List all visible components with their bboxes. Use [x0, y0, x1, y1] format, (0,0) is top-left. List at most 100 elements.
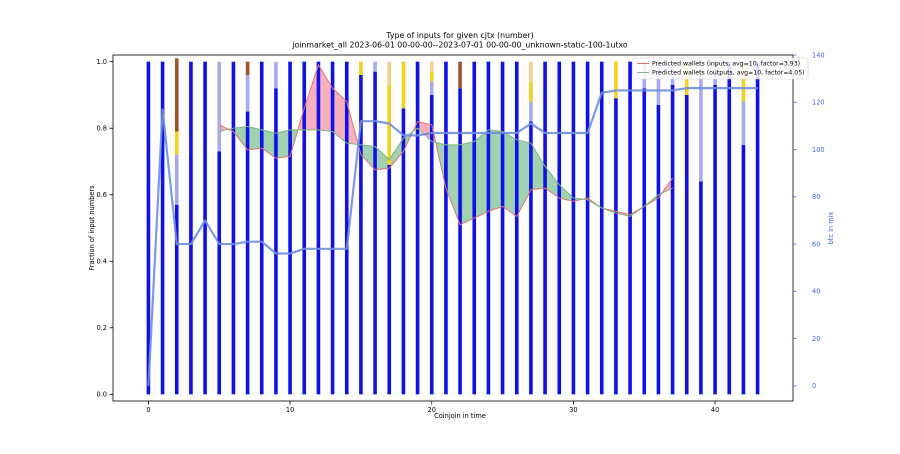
bar-segment-fresh	[599, 61, 604, 395]
prediction-fill-segment	[304, 64, 319, 130]
prediction-fill-segment	[445, 144, 461, 225]
bar-segment-gold	[429, 71, 434, 82]
bar-segment-fresh	[444, 61, 448, 395]
bar-segment-gold	[401, 61, 406, 109]
bar-segment-fresh	[699, 181, 703, 395]
x-tick-label: 40	[711, 406, 719, 414]
bar-segment-brown	[174, 58, 179, 132]
bar-segment-remix	[699, 74, 703, 182]
bar-segment-fresh	[486, 61, 491, 395]
bar-segment-fresh	[401, 108, 406, 395]
bar-segment-fresh	[288, 61, 292, 395]
x-tick-label: 20	[428, 406, 436, 414]
prediction-fill-segment	[389, 138, 404, 169]
bar-segment-gold	[359, 61, 363, 75]
axes-group: 0 10 20 30 40 0.0 0.2 0.4 0.6 0.8 1.0 0 20 40 60 80 100 1…	[97, 51, 825, 414]
bar-group	[146, 58, 760, 395]
bar-segment-peach	[429, 61, 434, 72]
x-tick-label: 10	[286, 406, 294, 414]
bar-segment-fresh	[458, 88, 462, 395]
btc-in-mix-line	[147, 86, 758, 386]
prediction-fill-segment	[375, 146, 390, 170]
prediction-fill-segment	[318, 64, 333, 132]
bar-segment-fresh	[344, 61, 349, 395]
bar-segment-remix	[656, 61, 661, 105]
x-tick-label: 30	[569, 406, 577, 414]
bar-segment-fresh	[160, 61, 165, 395]
bar-segment-fresh	[373, 71, 377, 395]
bar-segment-fresh	[302, 61, 307, 395]
bar-segment-gold	[174, 131, 179, 155]
bar-segment-fresh	[628, 61, 632, 395]
bar-segment-fresh	[359, 74, 363, 395]
y-tick-label: 1.0	[97, 58, 108, 66]
bar-segment-fresh	[656, 104, 661, 395]
bar-segment-fresh	[614, 98, 618, 395]
y2-axis-label: btc in mix	[827, 212, 835, 245]
prediction-fill-segment	[474, 129, 489, 219]
bar-segment-fresh	[543, 61, 547, 395]
bar-segment-remix	[217, 61, 222, 152]
bar-segment-fresh	[642, 88, 647, 395]
y-tick-label: 0.0	[97, 391, 108, 399]
bar-segment-gold	[741, 61, 746, 102]
prediction-fill-segment	[219, 124, 229, 132]
y2-tick-label: 140	[812, 51, 825, 59]
bar-segment-fresh	[670, 84, 675, 395]
bar-segment-fresh	[571, 61, 576, 395]
x-axis-label: Coinjoin in time	[434, 412, 486, 420]
y-tick-label: 0.2	[97, 324, 108, 332]
prediction-fill-segment	[502, 131, 517, 217]
y2-tick-label: 60	[812, 240, 820, 248]
prediction-fill-segment	[460, 141, 475, 225]
bar-segment-peach	[387, 61, 392, 85]
bar-segment-gold	[529, 81, 533, 102]
bar-segment-fresh	[274, 88, 278, 395]
bar-segment-brown	[458, 61, 462, 89]
prediction-fill-segment	[417, 121, 432, 142]
bar-segment-fresh	[217, 151, 222, 395]
chart-title: Type of inputs for given cjtx (number)	[385, 31, 533, 40]
bar-segment-fresh	[514, 61, 519, 395]
bar-segment-remix	[174, 154, 179, 205]
bar-segment-remix	[529, 101, 533, 122]
bar-segment-fresh	[259, 61, 264, 395]
prediction-fill-segment	[360, 144, 376, 170]
legend-outputs-label: Predicted wallets (outputs, avg=10, fact…	[652, 70, 805, 77]
bar-segment-remix	[245, 74, 250, 112]
prediction-fill-segment	[275, 129, 291, 159]
y-tick-label: 0.6	[97, 191, 108, 199]
y2-tick-label: 0	[812, 382, 816, 390]
bar-segment-fresh	[415, 61, 420, 395]
bar-segment-fresh	[316, 61, 321, 395]
bar-segment-brown	[245, 61, 250, 75]
bar-segment-fresh	[387, 164, 392, 395]
bar-segment-fresh	[529, 121, 533, 395]
legend-inputs-label: Predicted wallets (inputs, avg=10, facto…	[652, 61, 800, 68]
bar-segment-fresh	[500, 61, 505, 395]
bar-segment-fresh	[429, 94, 434, 395]
prediction-fill-segment	[530, 143, 546, 190]
bar-segment-fresh	[203, 61, 207, 395]
bar-segment-remix	[274, 61, 278, 89]
bar-segment-fresh	[684, 94, 689, 395]
y2-tick-label: 80	[812, 193, 820, 201]
y2-tick-label: 20	[812, 335, 820, 343]
y-axis-label: Fraction of input numbers	[88, 185, 96, 271]
outputs-prediction-line	[219, 126, 673, 217]
plot-frame	[112, 54, 794, 402]
prediction-fill-segment	[516, 139, 531, 217]
y2-tick-label: 100	[812, 146, 825, 154]
y2-tick-label: 120	[812, 99, 825, 107]
prediction-fill-segment	[559, 184, 574, 202]
prediction-fill-segment	[332, 88, 347, 144]
prediction-fill-segment	[488, 129, 503, 212]
bar-segment-fresh	[146, 61, 151, 395]
y-tick-label: 0.8	[97, 124, 108, 132]
y-tick-label: 0.4	[97, 258, 108, 266]
y2-tick-label: 40	[812, 288, 820, 296]
bar-segment-fresh	[585, 61, 590, 395]
prediction-fill-segment	[261, 129, 276, 159]
